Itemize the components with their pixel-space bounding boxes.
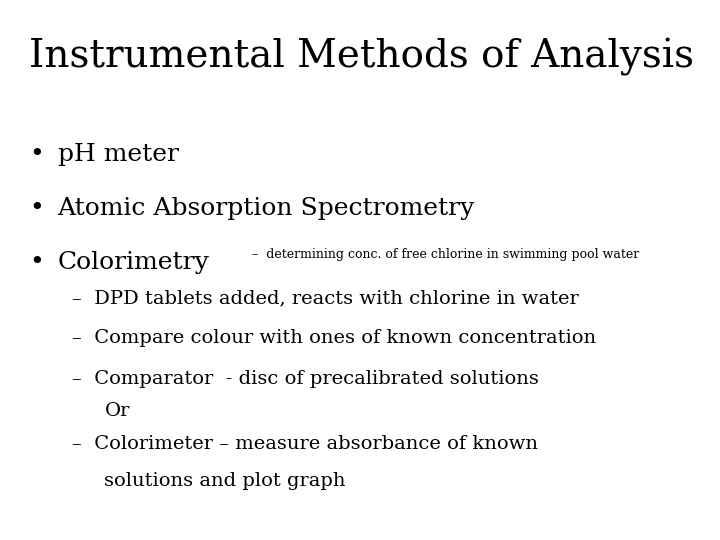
Text: –  Compare colour with ones of known concentration: – Compare colour with ones of known conc… bbox=[72, 329, 596, 347]
Text: solutions and plot graph: solutions and plot graph bbox=[104, 472, 346, 490]
Text: –  Comparator  - disc of precalibrated solutions: – Comparator - disc of precalibrated sol… bbox=[72, 370, 539, 388]
Text: –  Colorimeter – measure absorbance of known: – Colorimeter – measure absorbance of kn… bbox=[72, 435, 538, 453]
Text: •: • bbox=[29, 251, 43, 274]
Text: –  determining conc. of free chlorine in swimming pool water: – determining conc. of free chlorine in … bbox=[248, 248, 639, 261]
Text: Colorimetry: Colorimetry bbox=[58, 251, 210, 274]
Text: •: • bbox=[29, 197, 43, 220]
Text: pH meter: pH meter bbox=[58, 143, 179, 166]
Text: Or: Or bbox=[104, 402, 130, 420]
Text: Instrumental Methods of Analysis: Instrumental Methods of Analysis bbox=[29, 38, 694, 76]
Text: Atomic Absorption Spectrometry: Atomic Absorption Spectrometry bbox=[58, 197, 475, 220]
Text: •: • bbox=[29, 143, 43, 166]
Text: –  DPD tablets added, reacts with chlorine in water: – DPD tablets added, reacts with chlorin… bbox=[72, 289, 579, 307]
